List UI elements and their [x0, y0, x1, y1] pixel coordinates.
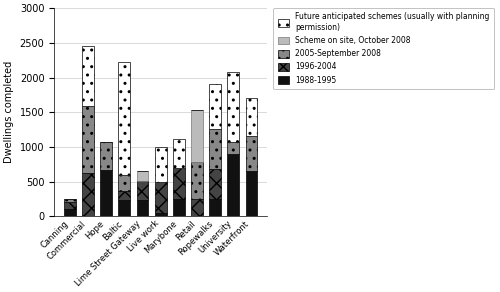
Bar [154, 147, 166, 182]
Bar [209, 84, 221, 129]
Bar [209, 129, 221, 169]
Bar [136, 171, 148, 181]
Bar [154, 213, 166, 216]
Bar [64, 199, 76, 202]
Bar [118, 191, 130, 199]
Bar [246, 98, 258, 136]
Bar [82, 173, 94, 216]
Bar [100, 170, 112, 216]
Bar [228, 142, 239, 154]
Bar [191, 199, 203, 216]
Y-axis label: Dwellings completed: Dwellings completed [4, 61, 14, 163]
Bar [136, 181, 148, 200]
Bar [82, 106, 94, 173]
Bar [246, 171, 258, 216]
Bar [228, 154, 239, 216]
Bar [209, 199, 221, 216]
Bar [173, 168, 184, 199]
Bar [173, 199, 184, 216]
Bar [118, 175, 130, 191]
Bar [64, 202, 76, 209]
Bar [191, 162, 203, 199]
Bar [191, 110, 203, 162]
Legend: Future anticipated schemes (usually with planning
permission), Scheme on site, O: Future anticipated schemes (usually with… [273, 8, 494, 89]
Bar [209, 169, 221, 199]
Bar [64, 209, 76, 216]
Bar [82, 46, 94, 106]
Bar [100, 142, 112, 170]
Bar [136, 200, 148, 216]
Bar [154, 182, 166, 213]
Bar [228, 72, 239, 142]
Bar [173, 138, 184, 168]
Bar [118, 199, 130, 216]
Bar [246, 136, 258, 171]
Bar [118, 62, 130, 175]
